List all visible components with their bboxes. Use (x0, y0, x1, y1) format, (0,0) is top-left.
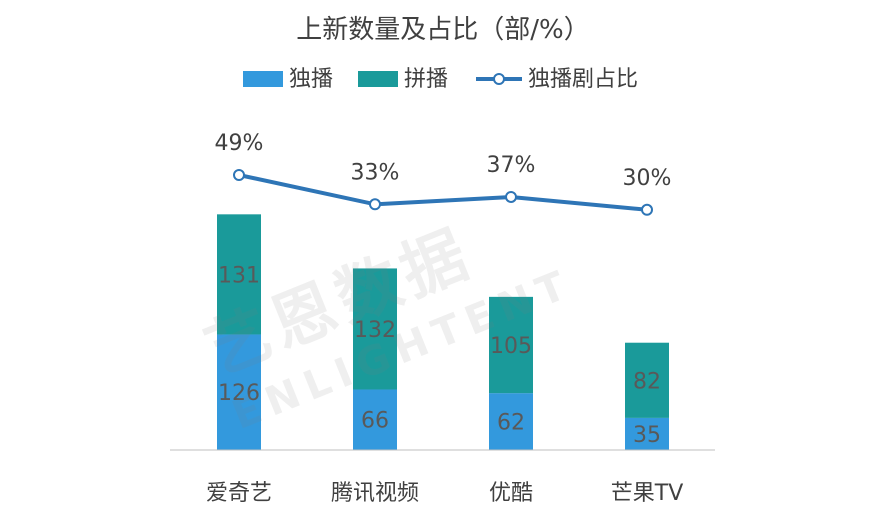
bar-shared-1 (353, 268, 397, 390)
legend-label: 拼播 (404, 67, 448, 92)
bar-exclusive-2 (489, 393, 533, 450)
bar-value-label: 62 (497, 411, 525, 436)
bar-value-label: 126 (218, 381, 260, 406)
ratio-label: 33% (351, 160, 400, 185)
bar-shared-2 (489, 296, 533, 394)
bar-exclusive-3 (625, 417, 669, 450)
ratio-point (505, 190, 517, 203)
legend-line-marker (493, 73, 505, 85)
ratio-point (233, 169, 245, 181)
ratio-label: 49% (215, 131, 264, 156)
ratio-line (238, 173, 648, 212)
ratio-line-layer: 49% 33% 37% 30% (215, 131, 672, 216)
legend-swatch (243, 71, 283, 87)
legend-label: 独播剧占比 (528, 67, 638, 92)
x-axis-labels: 爱奇艺 腾讯视频 优酷 芒果TV (206, 481, 683, 506)
chart-title: 上新数量及占比（部/%） (296, 15, 589, 45)
bar-value-label: 105 (490, 334, 532, 359)
legend: 独播 拼播 独播剧占比 (243, 67, 638, 92)
bar-value-label: 66 (361, 409, 389, 434)
x-tick-label: 爱奇艺 (206, 481, 272, 506)
legend-label: 独播 (289, 67, 333, 92)
bar-exclusive-1 (353, 389, 397, 450)
bar-value-label: 131 (218, 263, 260, 288)
x-tick-label: 优酷 (489, 481, 533, 506)
ratio-point (369, 198, 381, 211)
ratio-label: 30% (623, 166, 672, 191)
x-tick-label: 腾讯视频 (331, 481, 419, 506)
ratio-point (641, 203, 653, 216)
bar-value-label: 35 (633, 423, 661, 448)
ratio-label: 37% (487, 153, 536, 178)
bar-shared-3 (625, 342, 669, 418)
bars-layer: 126 131 66 132 62 105 35 82 (217, 214, 669, 450)
bar-value-label: 82 (633, 369, 661, 394)
bar-exclusive-0 (217, 334, 261, 450)
bar-shared-0 (217, 214, 261, 335)
bar-value-label: 132 (354, 318, 396, 343)
x-tick-label: 芒果TV (611, 481, 684, 506)
legend-swatch (358, 71, 398, 87)
